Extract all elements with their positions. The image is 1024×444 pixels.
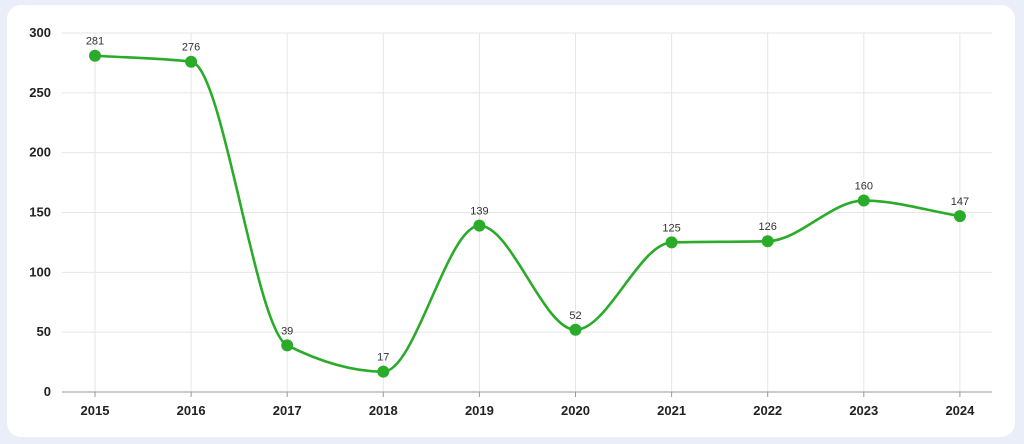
x-tick-label: 2018 (369, 403, 398, 418)
y-tick-label: 100 (29, 264, 51, 279)
data-labels: 281 276 39 17 139 52 125 126 160 147 (86, 36, 969, 364)
y-tick-label: 200 (29, 145, 51, 160)
data-label: 281 (86, 36, 104, 48)
y-tick-label: 300 (29, 25, 51, 40)
data-label: 39 (281, 325, 293, 337)
series-line-layer (93, 54, 962, 373)
y-tick-label: 250 (29, 85, 51, 100)
x-tick-label: 2017 (273, 403, 302, 418)
axes (62, 391, 992, 397)
x-tick-label: 2022 (753, 403, 782, 418)
y-tick-label: 150 (29, 205, 51, 220)
data-label: 139 (470, 206, 488, 218)
data-label: 126 (759, 221, 777, 233)
x-tick-label: 2024 (945, 403, 975, 418)
data-point[interactable] (89, 49, 101, 62)
data-label: 147 (951, 196, 969, 208)
x-tick-label: 2023 (849, 403, 878, 418)
data-label: 160 (855, 181, 873, 193)
data-label: 17 (377, 352, 389, 364)
x-tick-label: 2016 (177, 403, 206, 418)
x-tick-label: 2020 (561, 403, 590, 418)
data-points (89, 49, 966, 378)
grid-lines (62, 32, 992, 392)
y-tick-label: 50 (37, 324, 51, 339)
y-axis-tick-labels: 0 50 100 150 200 250 300 (29, 25, 51, 399)
data-point[interactable] (761, 235, 774, 248)
data-label: 125 (662, 222, 680, 234)
data-point[interactable] (281, 339, 294, 352)
data-point[interactable] (665, 236, 678, 249)
series-line (93, 54, 962, 373)
data-point[interactable] (857, 194, 870, 207)
data-point[interactable] (953, 210, 966, 223)
x-tick-label: 2019 (465, 403, 494, 418)
x-tick-label: 2021 (657, 403, 686, 418)
data-point[interactable] (473, 219, 486, 232)
chart-card: 0 50 100 150 200 250 300 2015 2016 2017 2018 2019 2… (7, 5, 1015, 437)
data-label: 276 (182, 42, 200, 54)
x-axis-tick-labels: 2015 2016 2017 2018 2019 2020 2021 2022 2023 2024 (81, 403, 976, 418)
x-tick-label: 2015 (81, 403, 110, 418)
data-point[interactable] (185, 55, 198, 68)
data-point[interactable] (569, 323, 582, 336)
data-label: 52 (569, 310, 581, 322)
data-point[interactable] (377, 365, 390, 378)
y-tick-label: 0 (44, 384, 51, 399)
